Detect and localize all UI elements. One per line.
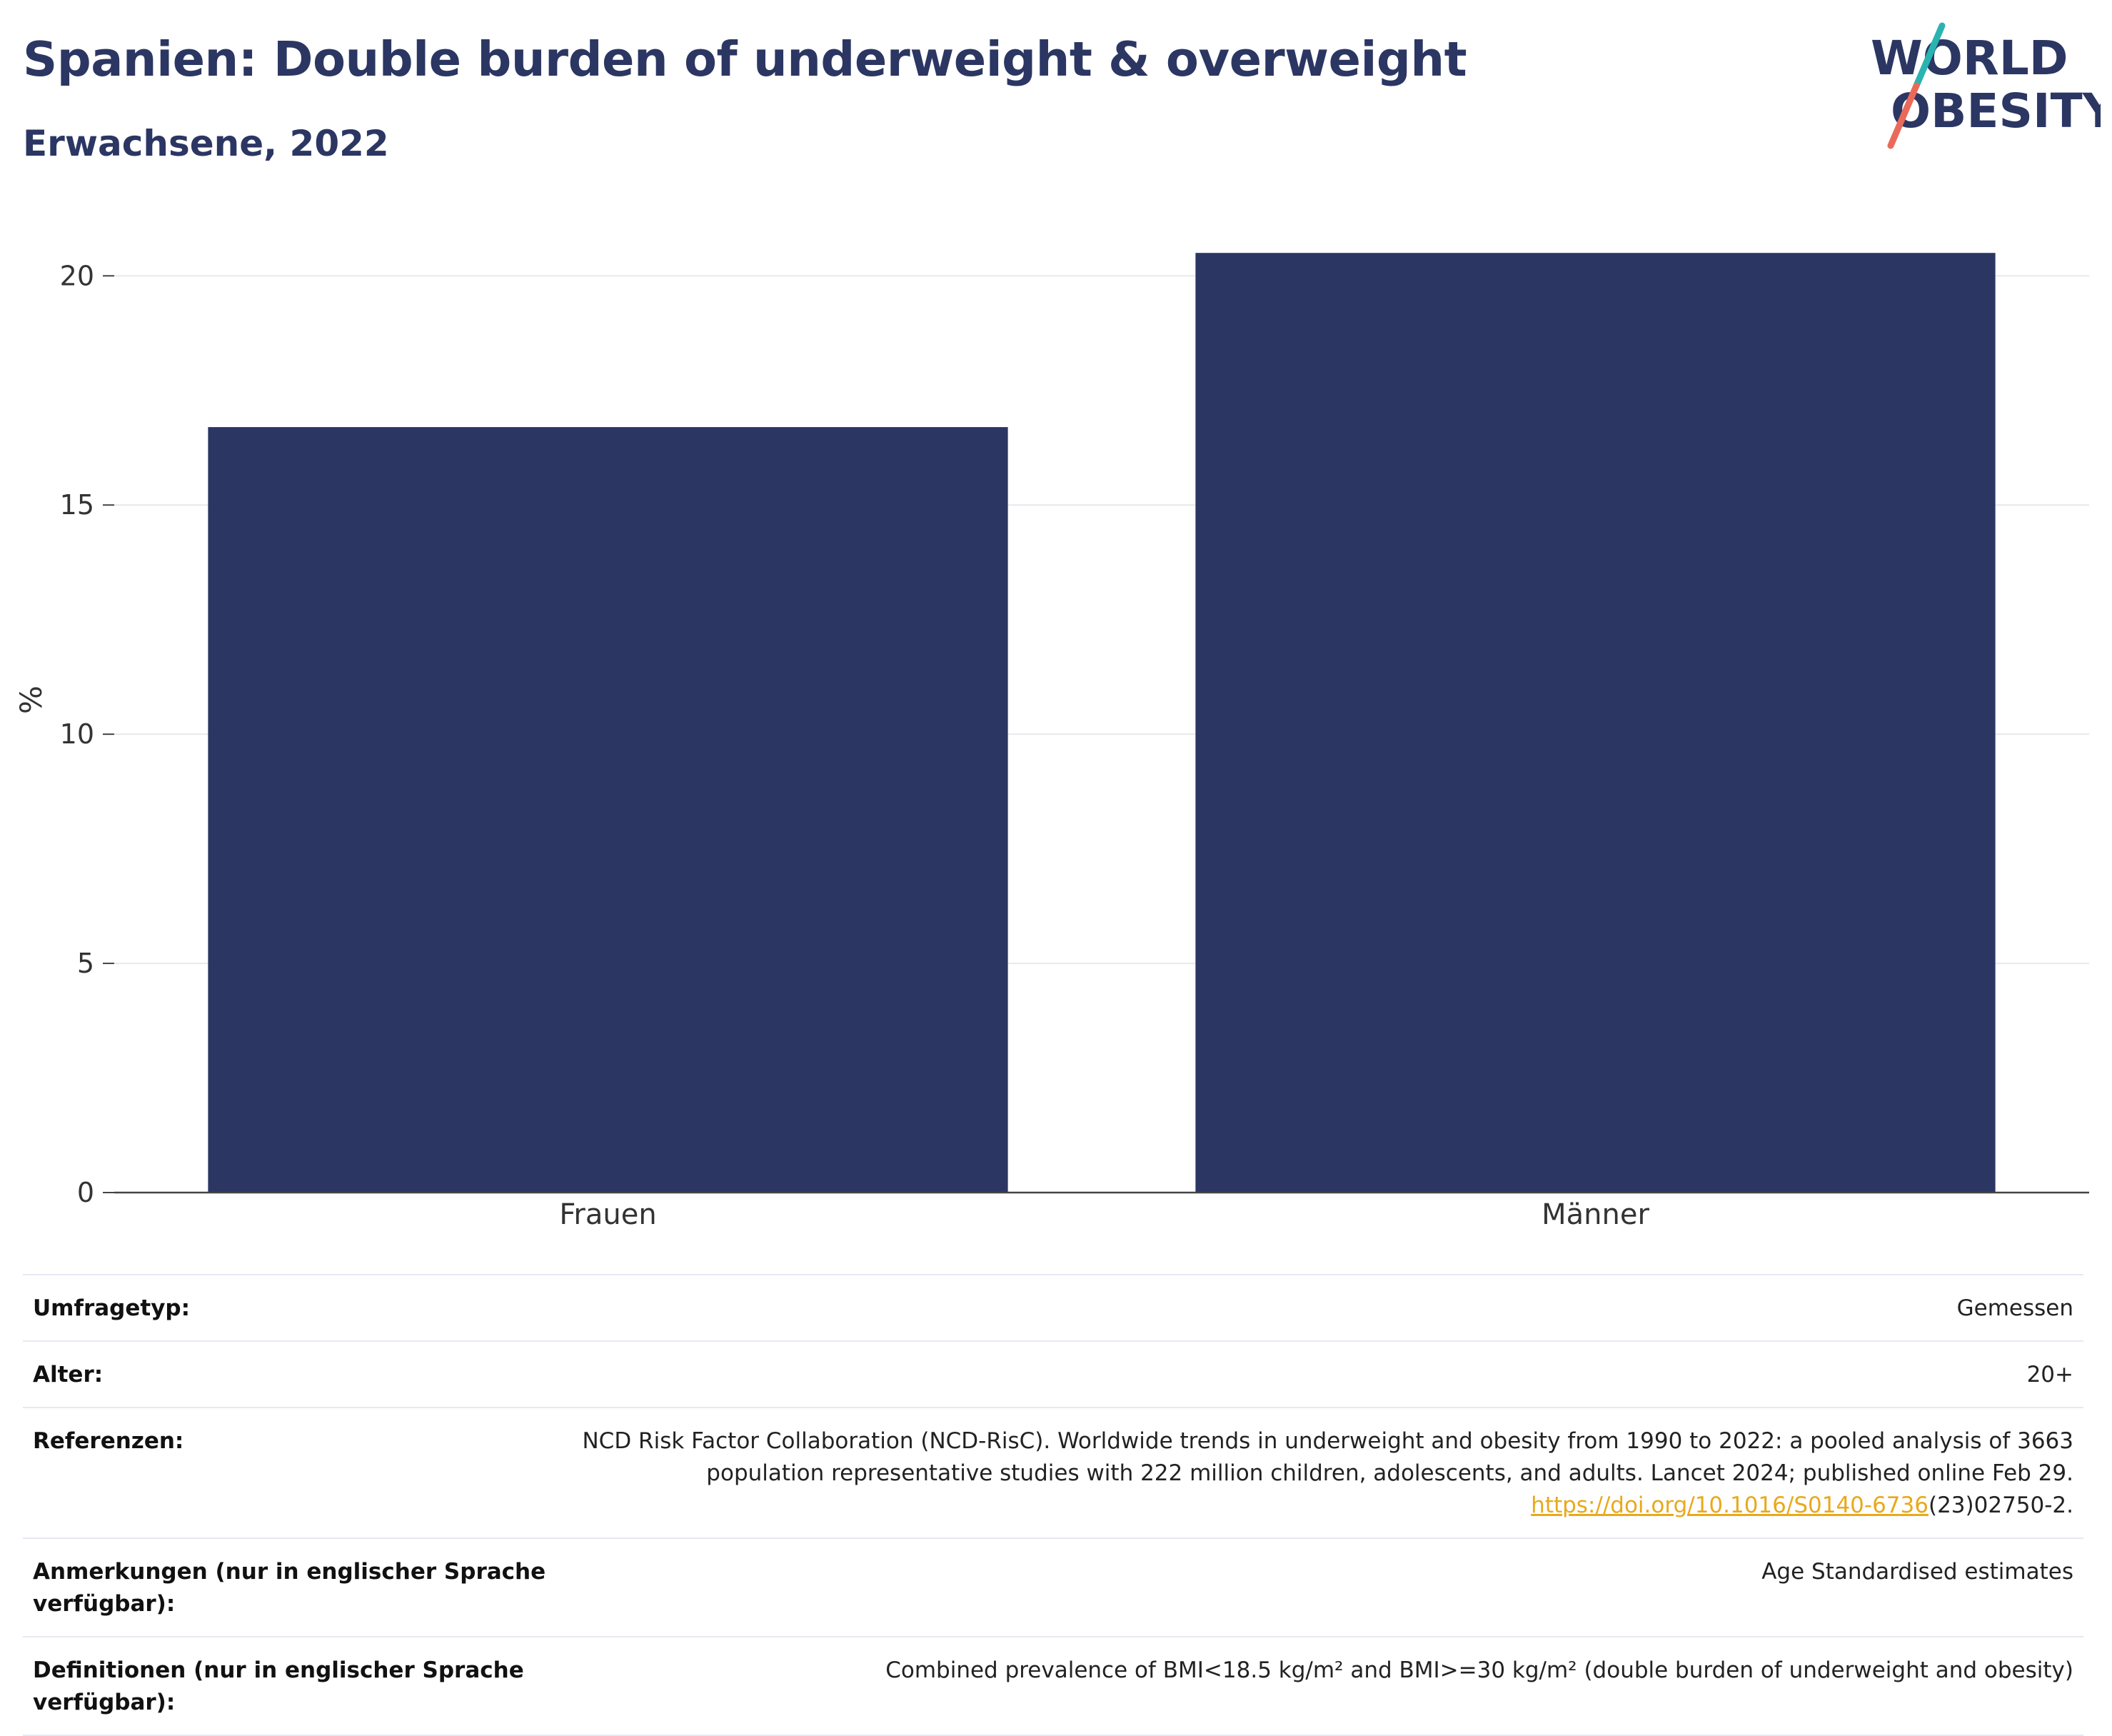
y-tick-label: 0 [77, 1177, 94, 1208]
logo-line2: OBESITY [1891, 84, 2101, 139]
y-tick-label: 5 [77, 948, 94, 979]
bar-männer [1195, 253, 1996, 1193]
y-tick-label: 15 [60, 489, 94, 521]
metadata-table: Umfragetyp: Gemessen Alter: 20+ Referenzen: N… [23, 1274, 2083, 1736]
chart-title: Spanien: Double burden of underweight & … [23, 31, 1467, 87]
metadata-label: Umfragetyp: [33, 1295, 190, 1321]
bar-chart: 0 5 10 15 20 Frauen Männer % [14, 253, 2089, 1231]
metadata-value: Gemessen [547, 1293, 2073, 1325]
bar-frauen [208, 427, 1008, 1193]
metadata-row: Definitionen (nur in englischer Sprache … [23, 1637, 2083, 1736]
metadata-label: Alter: [33, 1362, 104, 1388]
metadata-row: Anmerkungen (nur in englischer Sprache v… [23, 1539, 2083, 1637]
logo-line1: WORLD [1871, 31, 2068, 86]
axes: 0 5 10 15 20 Frauen Männer [60, 260, 2089, 1231]
logo-slash-bottom [1887, 82, 1920, 149]
metadata-row: Alter: 20+ [23, 1342, 2083, 1408]
y-axis-title: % [14, 686, 49, 714]
bars [208, 253, 1996, 1193]
reference-doi-suffix: (23)02750-2. [1928, 1492, 2073, 1518]
chart-subtitle: Erwachsene, 2022 [23, 123, 389, 164]
metadata-label: Anmerkungen (nur in englischer Sprache v… [33, 1559, 546, 1617]
metadata-value: 20+ [547, 1359, 2073, 1391]
metadata-value: Combined prevalence of BMI<18.5 kg/m² an… [547, 1655, 2073, 1687]
metadata-value: NCD Risk Factor Collaboration (NCD-RisC)… [547, 1425, 2073, 1522]
metadata-label: Referenzen: [33, 1428, 184, 1454]
reference-doi-link[interactable]: https://doi.org/10.1016/S0140-6736 [1531, 1492, 1929, 1518]
x-category-label: Männer [1542, 1198, 1649, 1231]
metadata-value-text: Gemessen [1956, 1295, 2073, 1321]
metadata-value-text: NCD Risk Factor Collaboration (NCD-RisC)… [582, 1428, 2073, 1486]
metadata-value-text: Age Standardised estimates [1761, 1559, 2073, 1585]
metadata-value-text: 20+ [2026, 1362, 2073, 1388]
metadata-label: Definitionen (nur in englischer Sprache … [33, 1657, 524, 1715]
metadata-row: Umfragetyp: Gemessen [23, 1275, 2083, 1342]
x-category-label: Frauen [559, 1198, 656, 1231]
metadata-value: Age Standardised estimates [547, 1556, 2073, 1588]
metadata-value-text: Combined prevalence of BMI<18.5 kg/m² an… [885, 1657, 2073, 1683]
logo-slash-top [1913, 22, 1946, 89]
world-obesity-logo: WORLD OBESITY [1871, 22, 2101, 149]
y-tick-label: 10 [60, 718, 94, 750]
y-tick-label: 20 [60, 260, 94, 291]
metadata-row: Referenzen: NCD Risk Factor Collaboration… [23, 1408, 2083, 1539]
